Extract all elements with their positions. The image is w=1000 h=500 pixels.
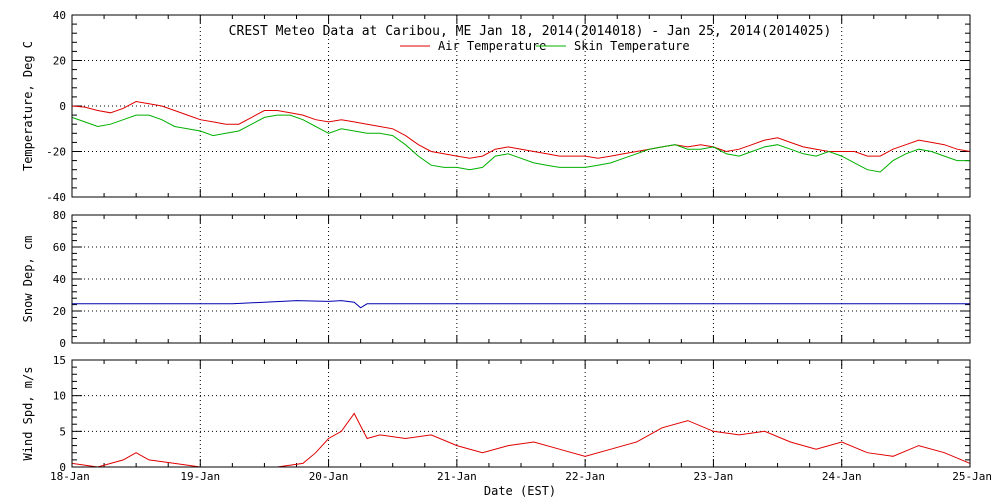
y-axis-title-snow: Snow Dep, cm xyxy=(21,236,35,323)
series-line-wind-0 xyxy=(71,412,971,468)
x-tick-label: 23-Jan xyxy=(694,470,734,483)
legend: Air Temperature Skin Temperature xyxy=(400,39,690,53)
y-tick-label: 0 xyxy=(59,337,66,350)
y-tick-label: 40 xyxy=(53,9,66,22)
y-tick-label: 80 xyxy=(53,209,66,222)
y-tick-label: 40 xyxy=(53,273,66,286)
panel-wind: 0 5 10 15 Wind Spd, m/s xyxy=(21,354,971,474)
y-tick-label: 10 xyxy=(53,390,66,403)
x-tick-label: 22-Jan xyxy=(565,470,605,483)
y-tick-label: -40 xyxy=(46,191,66,204)
y-axis-title-temperature: Temperature, Deg C xyxy=(21,41,35,171)
y-tick-label: 0 xyxy=(59,461,66,474)
x-tick-label: 21-Jan xyxy=(437,470,477,483)
plot-frame-temperature xyxy=(71,14,971,198)
y-tick-label: 15 xyxy=(53,354,66,367)
y-tick-label: 5 xyxy=(59,425,66,438)
plot-frame-wind xyxy=(71,359,971,468)
series-line-snow-0 xyxy=(72,300,970,309)
x-tick-label: 20-Jan xyxy=(309,470,349,483)
y-tick-label: 20 xyxy=(53,305,66,318)
y-tick-label: -20 xyxy=(46,146,66,159)
chart-title: CREST Meteo Data at Caribou, ME Jan 18, … xyxy=(229,24,832,39)
x-tick-label: 24-Jan xyxy=(822,470,862,483)
series-line-temperature-0 xyxy=(71,100,971,159)
y-tick-label: 0 xyxy=(59,100,66,113)
y-axis-title-wind: Wind Spd, m/s xyxy=(21,367,35,461)
x-axis: 18-Jan 19-Jan 20-Jan 21-Jan 22-Jan 23-Jan 24-J… xyxy=(50,470,992,483)
y-tick-label: 20 xyxy=(53,55,66,68)
y-tick-label: 60 xyxy=(53,241,66,254)
legend-label-1: Skin Temperature xyxy=(574,39,690,53)
x-tick-label: 19-Jan xyxy=(180,470,220,483)
series-line-temperature-1 xyxy=(71,114,970,173)
legend-label-0: Air Temperature xyxy=(438,39,546,53)
panel-snow: 0 20 40 60 80 Snow Dep, cm xyxy=(21,209,971,350)
x-axis-title: Date (EST) xyxy=(484,484,556,498)
plot-frame-snow xyxy=(71,214,971,344)
x-tick-label: 18-Jan xyxy=(50,470,90,483)
x-tick-label: 25-Jan xyxy=(952,470,992,483)
panel-temperature: -40 -20 0 20 40 Temperature, Deg C xyxy=(21,9,971,204)
